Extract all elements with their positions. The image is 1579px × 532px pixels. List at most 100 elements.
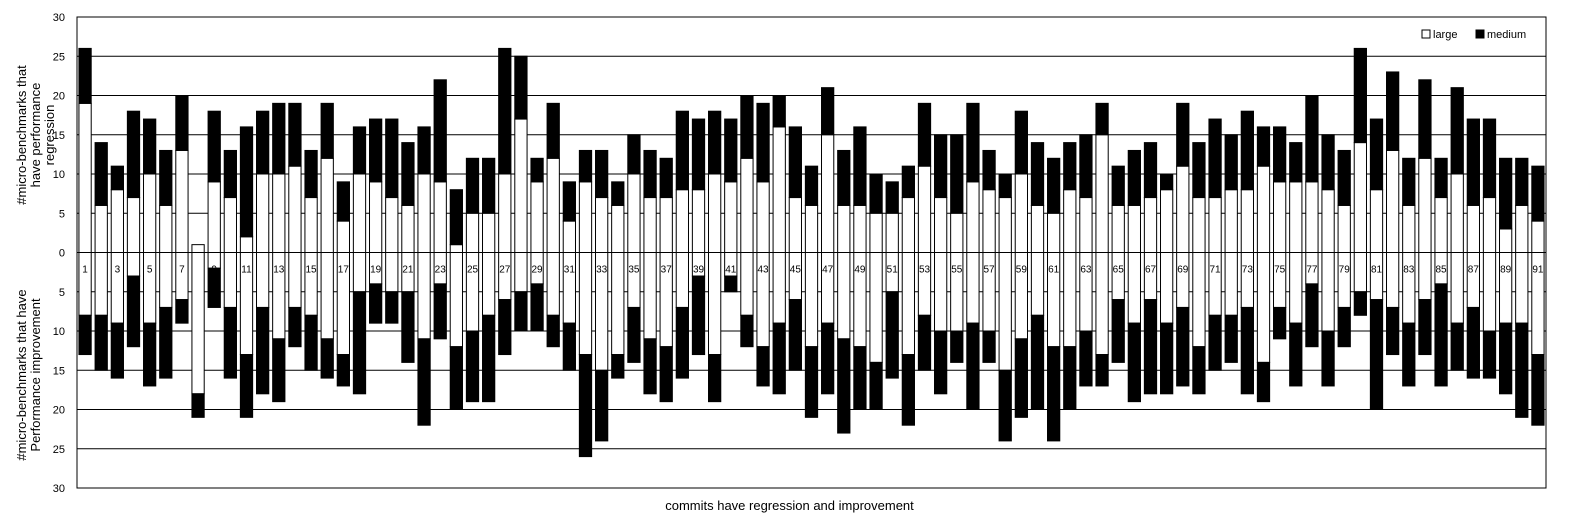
bar-medium-regression (1160, 173, 1174, 191)
x-tick-label: 29 (532, 265, 544, 276)
bar-large-regression (320, 157, 334, 253)
bar-medium-regression (175, 95, 189, 151)
bar-medium-regression (1499, 157, 1513, 230)
bar-medium-improvement (336, 354, 350, 387)
bar-large-regression (126, 197, 141, 254)
bar-medium-regression (1450, 87, 1464, 175)
bar-large-improvement (191, 252, 205, 395)
bar-medium-regression (126, 110, 141, 199)
bar-large-regression (143, 173, 157, 253)
x-tick-label: 89 (1500, 265, 1512, 276)
bar-large-regression (675, 189, 689, 253)
bar-large-improvement (1515, 252, 1529, 324)
bar-medium-improvement (1386, 306, 1400, 356)
bar-large-improvement (288, 252, 302, 308)
bar-large-regression (175, 149, 189, 253)
bar-large-improvement (1369, 252, 1384, 301)
bar-large-improvement (901, 252, 915, 356)
bar-large-improvement (1111, 252, 1125, 301)
bar-medium-improvement (611, 354, 625, 379)
bar-large-regression (207, 181, 221, 254)
bar-large-improvement (611, 252, 625, 356)
bar-medium-improvement (239, 354, 254, 418)
bar-medium-regression (385, 118, 399, 199)
bar-large-improvement (740, 252, 754, 316)
bar-large-regression (1289, 181, 1303, 254)
x-tick-label: 35 (628, 265, 640, 276)
y-tick-label: 10 (53, 326, 65, 338)
bar-medium-improvement (1418, 299, 1432, 356)
bar-large-regression (433, 181, 447, 254)
bar-large-regression (1482, 197, 1497, 254)
bar-medium-improvement (1127, 322, 1141, 403)
bar-large-regression (853, 204, 867, 253)
bar-medium-regression (336, 181, 350, 222)
bar-medium-regression (223, 149, 237, 199)
x-tick-label: 23 (435, 265, 447, 276)
bar-medium-regression (304, 149, 318, 199)
bar-medium-regression (724, 118, 738, 183)
bar-large-improvement (1499, 252, 1513, 324)
bar-medium-improvement (740, 314, 754, 348)
bar-large-regression (401, 204, 415, 253)
bar-medium-improvement (1515, 322, 1529, 418)
bar-medium-regression (901, 165, 915, 199)
bar-medium-regression (320, 102, 334, 159)
bar-medium-improvement (917, 314, 932, 371)
y-tick-label: 25 (53, 444, 65, 456)
bar-medium-improvement (1289, 322, 1303, 387)
bar-large-improvement (1160, 252, 1174, 324)
bar-large-improvement (1030, 252, 1045, 316)
x-tick-label: 63 (1080, 265, 1092, 276)
x-tick-label: 81 (1371, 265, 1383, 276)
bar-large-regression (611, 204, 625, 253)
x-tick-label: 55 (951, 265, 963, 276)
bar-large-regression (449, 244, 463, 253)
bar-large-improvement (1450, 252, 1464, 324)
bar-medium-improvement (352, 291, 367, 395)
bar-medium-improvement (837, 338, 851, 434)
bar-medium-improvement (853, 346, 867, 411)
bar-large-improvement (514, 252, 528, 293)
x-tick-label: 31 (564, 265, 576, 276)
x-tick-label: 47 (822, 265, 834, 276)
x-tick-label: 5 (147, 265, 153, 276)
bar-large-improvement (143, 252, 157, 324)
bar-medium-regression (821, 87, 835, 136)
bar-large-regression (1402, 204, 1416, 253)
bar-large-improvement (223, 252, 237, 308)
bar-medium-regression (514, 55, 528, 120)
bar-medium-improvement (1030, 314, 1045, 410)
bar-medium-improvement (659, 346, 673, 403)
bar-medium-regression (239, 126, 254, 238)
bar-medium-improvement (546, 314, 560, 348)
bar-large-regression (804, 204, 819, 253)
bar-large-improvement (385, 252, 399, 293)
bar-medium-improvement (1256, 361, 1271, 403)
bar-medium-regression (1014, 110, 1028, 175)
bar-medium-regression (1418, 79, 1432, 159)
bar-large-improvement (546, 252, 560, 316)
bar-large-regression (885, 212, 899, 253)
bar-large-regression (1014, 173, 1028, 253)
bar-large-improvement (1466, 252, 1480, 308)
x-axis-label: commits have regression and improvement (665, 498, 914, 513)
bar-medium-regression (352, 126, 367, 175)
bar-large-improvement (627, 252, 641, 308)
bar-medium-improvement (1111, 299, 1125, 363)
bar-large-improvement (1353, 252, 1367, 293)
bar-large-regression (1273, 181, 1287, 254)
x-tick-label: 73 (1242, 265, 1254, 276)
bar-large-improvement (1418, 252, 1432, 301)
bar-medium-improvement (1192, 346, 1206, 395)
bar-medium-improvement (1240, 306, 1254, 395)
x-tick-label: 3 (115, 265, 121, 276)
bar-large-improvement (578, 252, 593, 356)
bar-medium-improvement (1321, 330, 1335, 387)
bar-medium-improvement (126, 275, 141, 348)
bar-large-improvement (159, 252, 173, 308)
bar-large-regression (1111, 204, 1125, 253)
bar-large-regression (740, 157, 754, 253)
bar-medium-regression (691, 118, 706, 191)
bar-medium-regression (369, 118, 383, 183)
